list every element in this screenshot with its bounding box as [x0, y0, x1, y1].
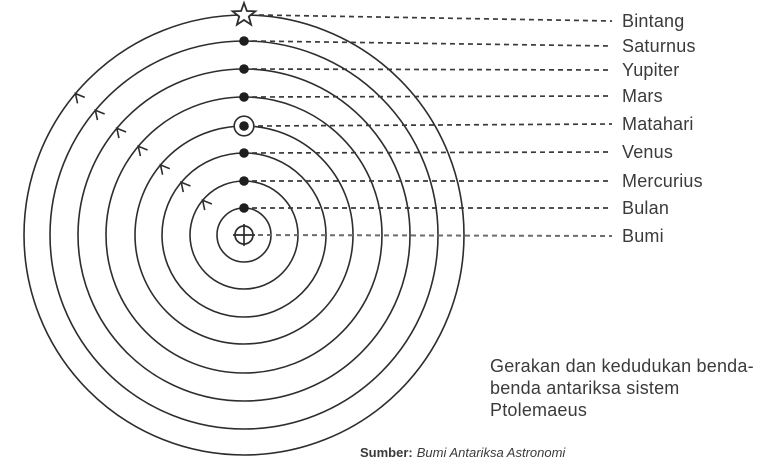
saturnus-marker	[239, 36, 249, 46]
mercurius-marker	[239, 176, 249, 186]
label-mars: Mars	[622, 86, 663, 106]
source-title: Bumi Antariksa Astronomi	[416, 445, 566, 460]
direction-arrow-matahari	[159, 163, 171, 175]
leader-line-saturnus	[251, 40, 613, 47]
direction-arrow-mars	[137, 144, 148, 157]
leader-line-mars	[251, 95, 613, 98]
matahari-marker	[239, 121, 249, 131]
direction-arrow-yupiter	[115, 126, 127, 139]
direction-arrow-mercurius	[201, 198, 213, 211]
label-mercurius: Mercurius	[622, 171, 703, 191]
label-matahari: Matahari	[622, 114, 694, 134]
label-venus: Venus	[622, 142, 674, 162]
label-bulan: Bulan	[622, 198, 670, 218]
source-attribution: Sumber: Bumi Antariksa Astronomi	[360, 445, 565, 460]
label-yupiter: Yupiter	[622, 60, 680, 80]
caption-line-2: benda antariksa sistem	[490, 378, 680, 398]
caption-line-1: Gerakan dan kedudukan benda-	[490, 356, 754, 376]
direction-arrow-venus	[180, 180, 191, 193]
venus-marker	[239, 148, 249, 158]
bulan-marker	[239, 203, 249, 213]
direction-arrow-bintang	[74, 92, 86, 104]
leader-line-venus	[251, 151, 613, 154]
figure-caption: Gerakan dan kedudukan benda- benda antar…	[490, 355, 760, 421]
mars-marker	[239, 92, 249, 102]
yupiter-marker	[239, 64, 249, 74]
leader-line-bumi	[257, 234, 613, 237]
leader-line-bintang	[258, 14, 613, 22]
star-icon	[230, 0, 258, 27]
direction-arrow-saturnus	[94, 108, 105, 121]
label-saturnus: Saturnus	[622, 36, 696, 56]
source-label: Sumber:	[360, 445, 413, 460]
label-bintang: Bintang	[622, 11, 685, 31]
caption-line-3: Ptolemaeus	[490, 400, 588, 420]
leader-line-yupiter	[251, 68, 613, 71]
label-bumi: Bumi	[622, 226, 664, 246]
